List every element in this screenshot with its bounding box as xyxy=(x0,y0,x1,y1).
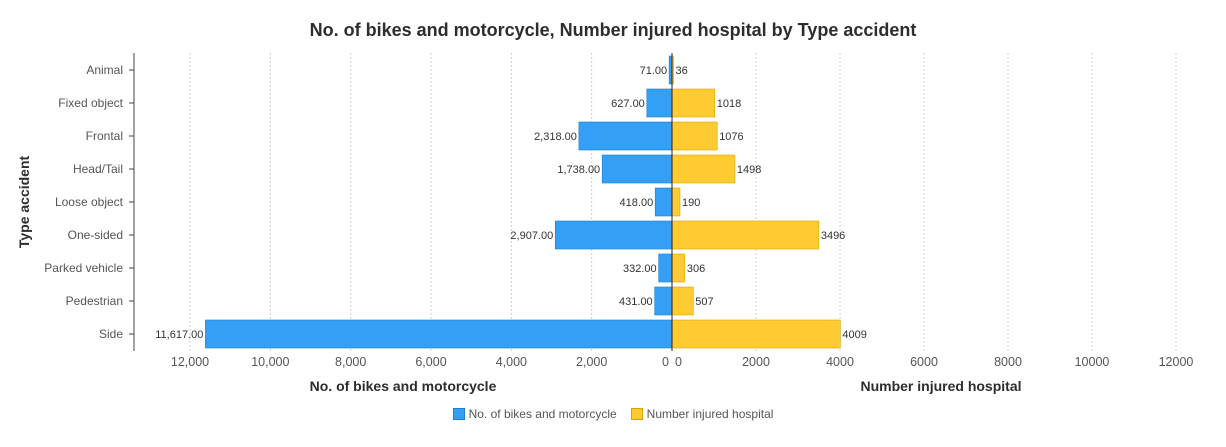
value-label-injured: 4009 xyxy=(842,329,866,341)
chart-title: No. of bikes and motorcycle, Number inju… xyxy=(309,20,917,40)
category-label: Animal xyxy=(86,63,123,77)
value-label-injured: 507 xyxy=(695,296,713,308)
x-tick-label-left: 6,000 xyxy=(415,355,446,369)
x-tick-label-right: 0 xyxy=(675,355,682,369)
value-label-bikes: 431.00 xyxy=(619,296,653,308)
x-tick-label-right: 2000 xyxy=(742,355,770,369)
value-label-injured: 3496 xyxy=(821,230,845,242)
value-label-injured: 306 xyxy=(687,263,705,275)
gridlines xyxy=(129,53,1177,351)
value-label-injured: 1498 xyxy=(737,164,761,176)
bar-bikes xyxy=(658,253,673,283)
category-label: Loose object xyxy=(55,195,124,209)
category-label: Parked vehicle xyxy=(44,261,123,275)
x-tick-label-right: 6000 xyxy=(910,355,938,369)
bar-bikes xyxy=(578,121,673,151)
category-label: Pedestrian xyxy=(66,294,123,308)
bar-bikes xyxy=(654,187,673,217)
x-tick-label-left: 12,000 xyxy=(171,355,209,369)
legend-item-bikes[interactable]: No. of bikes and motorcycle xyxy=(452,407,617,421)
value-label-injured: 1076 xyxy=(719,131,743,143)
category-label: One-sided xyxy=(68,228,123,242)
y-axis-title: Type accident xyxy=(16,156,32,249)
value-label-bikes: 11,617.00 xyxy=(155,329,203,341)
bar-bikes xyxy=(554,220,673,250)
x-tick-label-left: 4,000 xyxy=(496,355,527,369)
bars xyxy=(205,53,841,351)
value-label-bikes: 418.00 xyxy=(620,197,654,209)
chart-plot: 12,000 10,000 8,000 6,000 4,000 2,000 0 0 2000 40… xyxy=(16,53,1193,394)
x-tick-label-right: 10000 xyxy=(1075,355,1110,369)
value-label-injured: 36 xyxy=(676,65,688,77)
x-tick-label-left: 0 xyxy=(662,355,669,369)
value-label-bikes: 332.00 xyxy=(623,263,657,275)
value-label-bikes: 627.00 xyxy=(611,98,645,110)
bar-injured xyxy=(671,154,736,184)
x-tick-label-left: 2,000 xyxy=(576,355,607,369)
bar-bikes xyxy=(654,286,673,316)
bar-injured xyxy=(671,121,718,151)
category-label: Fixed object xyxy=(58,96,123,110)
legend-label-bikes: No. of bikes and motorcycle xyxy=(468,407,617,421)
bar-injured xyxy=(671,253,686,283)
category-label: Frontal xyxy=(86,129,123,143)
value-label-bikes: 2,318.00 xyxy=(534,131,577,143)
legend: No. of bikes and motorcycle Number injur… xyxy=(0,407,1226,421)
x-tick-label-right: 8000 xyxy=(994,355,1022,369)
bar-injured xyxy=(671,286,694,316)
legend-item-injured[interactable]: Number injured hospital xyxy=(630,407,774,421)
category-label: Side xyxy=(99,327,123,341)
bar-bikes xyxy=(646,88,673,118)
bar-bikes xyxy=(601,154,673,184)
value-label-injured: 1018 xyxy=(717,98,741,110)
value-label-bikes: 1,738.00 xyxy=(557,164,600,176)
category-label: Head/Tail xyxy=(73,162,123,176)
labels: 12,000 10,000 8,000 6,000 4,000 2,000 0 0 2000 40… xyxy=(44,63,1193,369)
legend-swatch-injured xyxy=(630,408,643,420)
bar-injured xyxy=(671,88,716,118)
x-tick-label-left: 8,000 xyxy=(335,355,366,369)
bar-bikes xyxy=(205,319,673,349)
value-label-bikes: 71.00 xyxy=(640,65,668,77)
legend-label-injured: Number injured hospital xyxy=(646,407,774,421)
left-axis-title: No. of bikes and motorcycle xyxy=(310,378,497,394)
value-label-injured: 190 xyxy=(682,197,700,209)
x-tick-label-right: 4000 xyxy=(826,355,854,369)
bar-injured xyxy=(671,319,841,349)
x-tick-label-left: 10,000 xyxy=(251,355,289,369)
right-axis-title: Number injured hospital xyxy=(860,378,1021,394)
legend-swatch-bikes xyxy=(452,408,465,420)
bar-injured xyxy=(671,220,820,250)
value-label-bikes: 2,907.00 xyxy=(510,230,553,242)
bar-injured xyxy=(671,187,681,217)
x-tick-label-right: 12000 xyxy=(1159,355,1194,369)
